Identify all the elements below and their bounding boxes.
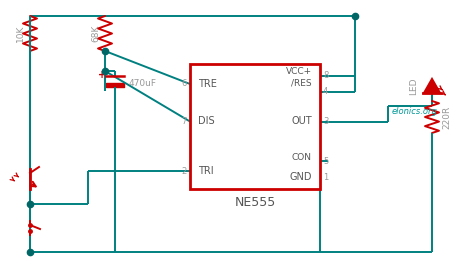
Text: NE555: NE555	[234, 196, 275, 209]
Text: 470uF: 470uF	[129, 79, 157, 89]
Text: TRI: TRI	[198, 166, 214, 176]
Text: 10K: 10K	[16, 24, 25, 42]
Text: 5: 5	[323, 156, 328, 165]
Text: 3: 3	[323, 117, 328, 126]
Text: 4: 4	[323, 87, 328, 96]
Text: 2: 2	[182, 167, 187, 176]
Text: +: +	[98, 70, 106, 80]
Text: /RES: /RES	[292, 78, 312, 87]
Text: OUT: OUT	[292, 116, 312, 127]
Text: 6: 6	[182, 79, 187, 89]
Text: elonics.org: elonics.org	[392, 107, 438, 116]
Text: 7: 7	[182, 117, 187, 126]
Text: 220R: 220R	[442, 105, 451, 129]
Polygon shape	[424, 79, 440, 93]
Text: DIS: DIS	[198, 116, 215, 127]
Text: GND: GND	[290, 172, 312, 182]
Text: VCC+: VCC+	[286, 67, 312, 76]
Text: 8: 8	[323, 72, 328, 81]
FancyBboxPatch shape	[190, 64, 320, 189]
Text: LED: LED	[409, 77, 418, 95]
Text: 1: 1	[323, 173, 328, 181]
Text: CON: CON	[292, 153, 312, 161]
Text: 68K: 68K	[91, 24, 100, 42]
Text: TRE: TRE	[198, 79, 217, 89]
